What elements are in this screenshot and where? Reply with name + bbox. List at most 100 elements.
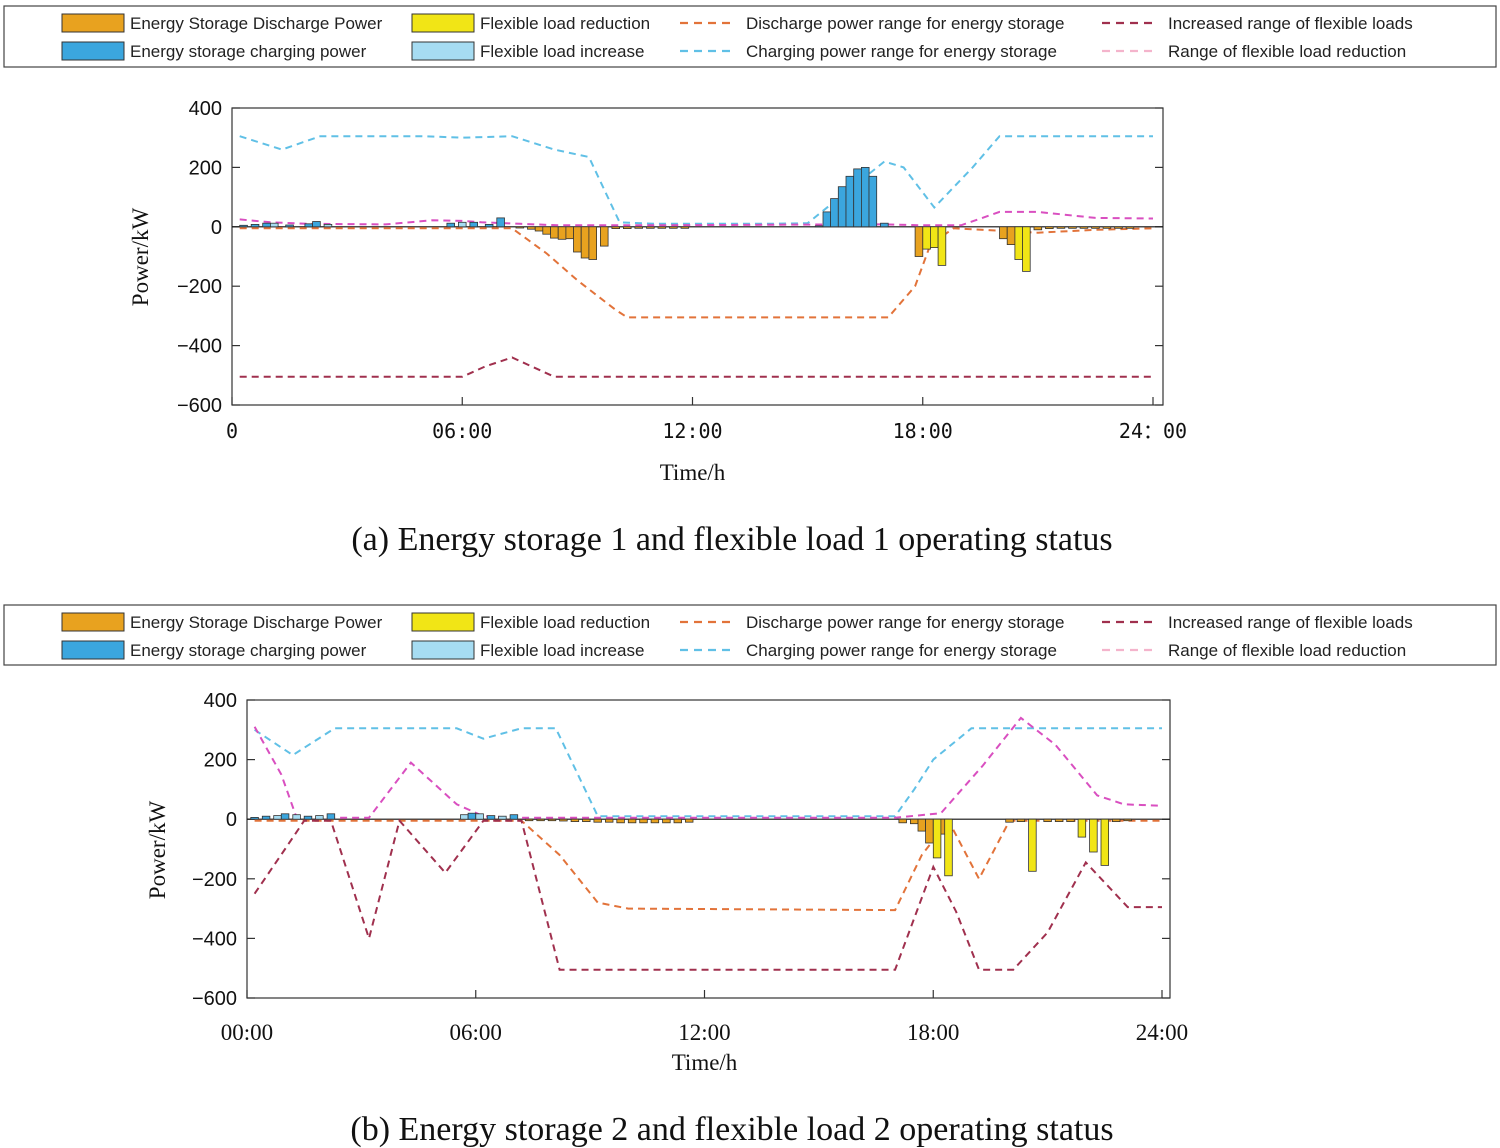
charge-bar xyxy=(446,222,455,228)
charge-bar xyxy=(484,223,494,228)
x-tick-label: 24：00 xyxy=(1119,419,1187,443)
legend-label: Discharge power range for energy storage xyxy=(746,14,1064,33)
load-reduction-bar xyxy=(944,818,953,877)
load-reduction-bar xyxy=(1089,818,1098,853)
x-tick-label: 18:00 xyxy=(893,419,953,443)
discharge-bar xyxy=(1102,226,1112,229)
charge-bar xyxy=(822,211,832,228)
legend-label: Flexible load reduction xyxy=(480,14,650,33)
discharge-bar xyxy=(534,226,544,232)
load-increase-bar xyxy=(498,815,507,820)
y-tick-label: −600 xyxy=(192,988,237,1010)
y-tick-label: −400 xyxy=(177,336,222,358)
x-tick-label: 0 xyxy=(226,419,238,443)
discharge-bar xyxy=(1125,226,1135,229)
discharge-bar xyxy=(593,818,602,823)
charge-bar xyxy=(837,186,847,228)
load-increase-bar xyxy=(457,221,467,228)
x-tick-label: 06:00 xyxy=(450,1020,502,1045)
legend-label: Range of flexible load reduction xyxy=(1168,42,1406,61)
series-line-1 xyxy=(239,227,1154,319)
load-reduction-bar xyxy=(937,226,947,266)
charge-bar xyxy=(312,221,321,228)
discharge-bar xyxy=(634,226,644,229)
discharge-bar xyxy=(536,818,545,822)
legend-swatch xyxy=(61,41,125,61)
charge-bar xyxy=(814,225,824,228)
charge-bar xyxy=(861,166,870,228)
discharge-bar xyxy=(1006,226,1016,246)
discharge-bar xyxy=(1066,818,1075,823)
chart-caption: (b) Energy storage 2 and flexible load 2… xyxy=(350,1111,1113,1148)
y-tick-label: 0 xyxy=(211,217,222,239)
discharge-bar xyxy=(999,226,1008,240)
charge-bar xyxy=(326,813,336,820)
plot-area xyxy=(246,699,1171,999)
discharge-bar xyxy=(1033,226,1043,231)
discharge-bar xyxy=(557,226,567,240)
discharge-bar xyxy=(1016,818,1026,823)
discharge-bar xyxy=(542,226,551,235)
charge-bar xyxy=(261,815,271,820)
legend-label: Range of flexible load reduction xyxy=(1168,641,1406,660)
charge-bar xyxy=(250,817,259,820)
load-reduction-bar xyxy=(1028,818,1037,872)
legend-frame xyxy=(3,5,1497,68)
charge-bar xyxy=(845,175,855,228)
x-tick-label: 24:00 xyxy=(1136,1020,1188,1045)
series-line-1 xyxy=(254,818,1162,912)
series-line-3 xyxy=(239,356,1153,378)
charge-bar xyxy=(509,814,519,820)
charge-bar xyxy=(303,815,313,820)
discharge-bar xyxy=(662,818,671,824)
discharge-bar xyxy=(650,818,660,824)
series-line-2 xyxy=(239,210,1154,227)
series-line-3 xyxy=(253,818,1162,971)
discharge-bar xyxy=(680,226,690,229)
discharge-bar xyxy=(646,226,655,229)
discharge-bar xyxy=(565,226,575,240)
legend-swatch xyxy=(61,13,125,33)
legend-swatch xyxy=(61,612,125,632)
legend-swatch xyxy=(411,640,475,660)
y-tick-label: −200 xyxy=(192,869,237,891)
x-axis-label: Time/h xyxy=(660,460,726,485)
discharge-bar xyxy=(570,818,580,823)
y-tick-label: 400 xyxy=(189,98,222,120)
discharge-bar xyxy=(914,226,924,257)
discharge-bar xyxy=(582,818,591,823)
discharge-bar xyxy=(917,818,926,832)
legend-label: Energy storage charging power xyxy=(130,641,367,660)
load-reduction-bar xyxy=(922,226,931,250)
legend-swatch xyxy=(411,41,475,61)
discharge-bar xyxy=(1005,818,1014,823)
y-tick-label: 400 xyxy=(204,690,237,712)
load-increase-bar xyxy=(273,815,282,820)
discharge-bar xyxy=(527,226,536,230)
discharge-bar xyxy=(910,818,919,825)
x-axis-label: Time/h xyxy=(672,1050,738,1075)
legend-swatch xyxy=(411,612,475,632)
legend-swatch xyxy=(411,13,475,33)
discharge-bar xyxy=(573,226,582,253)
charge-bar xyxy=(496,217,505,228)
y-tick-label: −600 xyxy=(177,395,222,417)
x-tick-label: 00:00 xyxy=(221,1020,273,1045)
discharge-bar xyxy=(639,818,648,824)
charge-bar xyxy=(285,224,294,228)
legend-label: Flexible load increase xyxy=(480,641,644,660)
discharge-bar xyxy=(1056,226,1066,229)
y-axis-label: Power/kW xyxy=(145,801,170,900)
load-increase-bar xyxy=(475,813,484,820)
discharge-bar xyxy=(925,818,934,844)
load-reduction-bar xyxy=(1100,818,1109,866)
discharge-bar xyxy=(600,226,609,247)
load-reduction-bar xyxy=(1014,226,1024,260)
y-tick-label: −200 xyxy=(177,276,222,298)
legend-frame xyxy=(3,604,1497,666)
legend-label: Energy Storage Discharge Power xyxy=(130,14,383,33)
legend-label: Charging power range for energy storage xyxy=(746,641,1057,660)
series-line-0 xyxy=(254,727,1162,818)
chart-b: 400 200 0 −200 −400 −600 00:00 06:00 12:00 18:00 2… xyxy=(145,690,1188,1148)
